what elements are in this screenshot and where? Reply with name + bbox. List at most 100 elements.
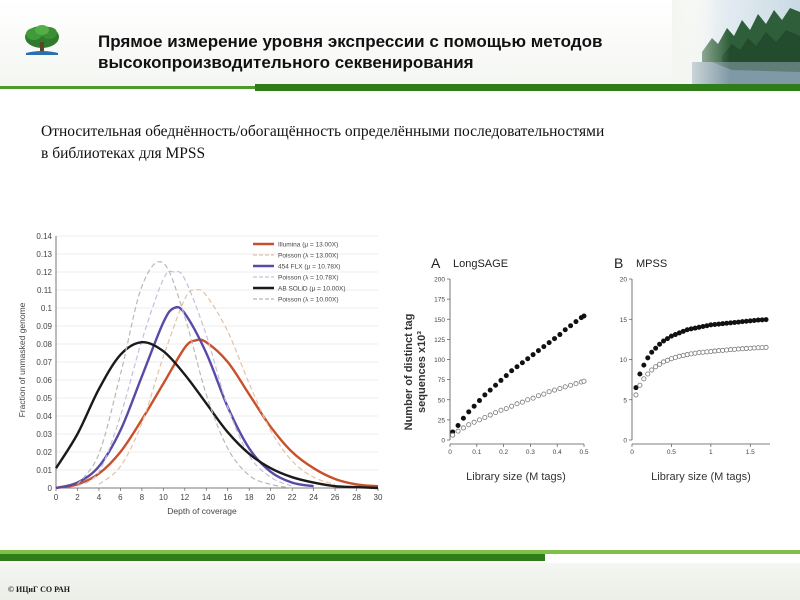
panel-b-x-tick-label: 1 [709, 449, 713, 456]
panel-a-open-point [509, 403, 515, 409]
panel-a-filled-point [482, 392, 488, 398]
panel-a-open-point [562, 384, 568, 390]
panel-a-filled-point [546, 340, 552, 346]
panel-a-open-point [493, 410, 499, 416]
header-divider-light [0, 86, 255, 89]
y-tick-label: 0.03 [36, 430, 52, 439]
panel-b-filled-point [747, 318, 753, 324]
panel-b-filled-point [716, 321, 722, 327]
x-tick-label: 8 [140, 493, 145, 502]
copyright-text: © ИЦиГ СО РАН [8, 585, 70, 594]
panel-a-open-point [535, 393, 541, 399]
series-line-4 [77, 270, 293, 487]
footer-divider-light [0, 550, 800, 554]
series-line-1 [55, 338, 379, 490]
panel-a-filled-point [514, 364, 520, 370]
panel-b-filled-point [664, 336, 670, 342]
panel-b-filled-point [692, 325, 698, 331]
series-line-5 [54, 340, 379, 490]
panel-b-filled-point [732, 319, 738, 325]
panel-a-open-point [581, 378, 587, 384]
x-tick-labels: 0 2 4 6 8 10 12 14 16 18 20 22 24 26 28 30 [54, 493, 383, 502]
panel-b-open-point [692, 350, 698, 356]
panel-a-filled-point [562, 327, 568, 333]
chart-legend: Illumina (μ = 13.00X) Poisson (λ = 13.00X… [253, 242, 346, 304]
panel-a-filled-point [557, 332, 563, 338]
panel-a-filled-point [471, 403, 477, 409]
panel-a-y-tick-label: 150 [434, 317, 445, 324]
panel-b-filled-point [735, 319, 741, 325]
y-tick-label: 0.1 [41, 304, 53, 313]
x-axis-label: Depth of coverage [167, 506, 237, 516]
panel-b-x-label: Library size (M tags) [651, 471, 751, 483]
legend-label: 454 FLX (μ = 10.78X) [278, 264, 340, 271]
x-tick-label: 10 [159, 493, 168, 502]
x-tick-label: 2 [75, 493, 80, 502]
panel-b-open-point [653, 364, 659, 370]
panel-a-y-tick-label: 50 [438, 397, 446, 404]
panel-b-plot: 0 5 10 15 20 0 0.5 1 1.5 [620, 277, 770, 456]
y-tick-label: 0.07 [36, 358, 52, 367]
panel-a-filled-point [573, 319, 579, 325]
panel-b-filled-point [739, 319, 745, 325]
y-tick-label: 0.09 [36, 322, 52, 331]
panel-b-filled-point [633, 385, 639, 391]
panel-a-open-point [455, 428, 461, 434]
x-tick-label: 22 [288, 493, 297, 502]
y-tick-label: 0.04 [36, 412, 52, 421]
panel-b-open-point [645, 371, 651, 377]
panel-b-filled-point [724, 320, 730, 326]
panel-a-open-point [466, 422, 472, 428]
panel-b-open-point [633, 392, 639, 398]
subtitle-line-2: в библиотеках для MPSS [41, 145, 206, 162]
panel-a-open-point [557, 385, 563, 391]
panel-b-filled-point [704, 323, 710, 329]
panel-a-open-point [568, 382, 574, 388]
panel-b-x-tick-label: 0.5 [667, 449, 676, 456]
panel-b-filled-point [657, 341, 663, 347]
panel-a-filled-point [455, 423, 461, 429]
panel-b-y-tick-label: 15 [620, 317, 628, 324]
panel-a-filled-point [552, 336, 558, 342]
panel-b-filled-point [743, 318, 749, 324]
panel-b-open-point [704, 349, 710, 355]
slide-header: Прямое измерение уровня экспрессии с пом… [0, 0, 800, 88]
x-tick-label: 6 [118, 493, 123, 502]
panel-a-x-tick-label: 0.2 [499, 449, 508, 456]
panel-b-filled-point [708, 322, 714, 328]
panel-a-filled-point [498, 377, 504, 383]
panel-a-open-point [476, 417, 482, 423]
panel-a-open-point [573, 381, 579, 387]
panel-a-filled-point [503, 373, 509, 379]
panel-b-filled-point [712, 321, 718, 327]
panel-b-filled-point [641, 362, 647, 368]
panel-a-open-point [471, 419, 477, 425]
panel-b-open-point [649, 367, 655, 373]
panel-b-open-point [700, 349, 706, 355]
panel-b-open-point [637, 382, 643, 388]
panel-b-x-tick-label: 1.5 [746, 449, 755, 456]
panel-a-open-point [503, 406, 509, 412]
panel-a-y-tick-label: 75 [438, 377, 446, 384]
panel-a-y-label-1: Number of distinct tag [403, 314, 415, 431]
panel-a-filled-point [568, 323, 574, 329]
panel-a-plot: 0 25 50 75 100 125 150 175 200 0 0.1 0.2 0.3 0.4 0.5 [434, 277, 589, 457]
header-divider-dark [255, 84, 800, 91]
panel-a-x-tick-label: 0.3 [526, 449, 535, 456]
y-tick-label: 0.08 [36, 340, 52, 349]
panel-a-open-point [498, 407, 504, 413]
y-tick-label: 0.13 [36, 250, 52, 259]
panel-a-y-tick-label: 175 [434, 297, 445, 304]
y-tick-labels: 0 0.01 0.02 0.03 0.04 0.05 0.06 0.07 0.08 0.09 0.1… [36, 232, 52, 493]
legend-label: AB SOLiD (μ = 10.00X) [278, 286, 346, 293]
panel-a-filled-point [525, 356, 531, 362]
x-tick-label: 14 [202, 493, 211, 502]
panel-b-open-point [676, 353, 682, 359]
x-tick-label: 18 [245, 493, 254, 502]
panel-a-filled-point [476, 398, 482, 404]
title-line-2: высокопроизводительного секвенирования [98, 53, 474, 72]
panel-b-open-point [657, 361, 663, 367]
x-tick-label: 4 [97, 493, 102, 502]
panel-a-filled-point [460, 415, 466, 421]
y-axis-label: Fraction of unmasked genome [17, 302, 27, 417]
